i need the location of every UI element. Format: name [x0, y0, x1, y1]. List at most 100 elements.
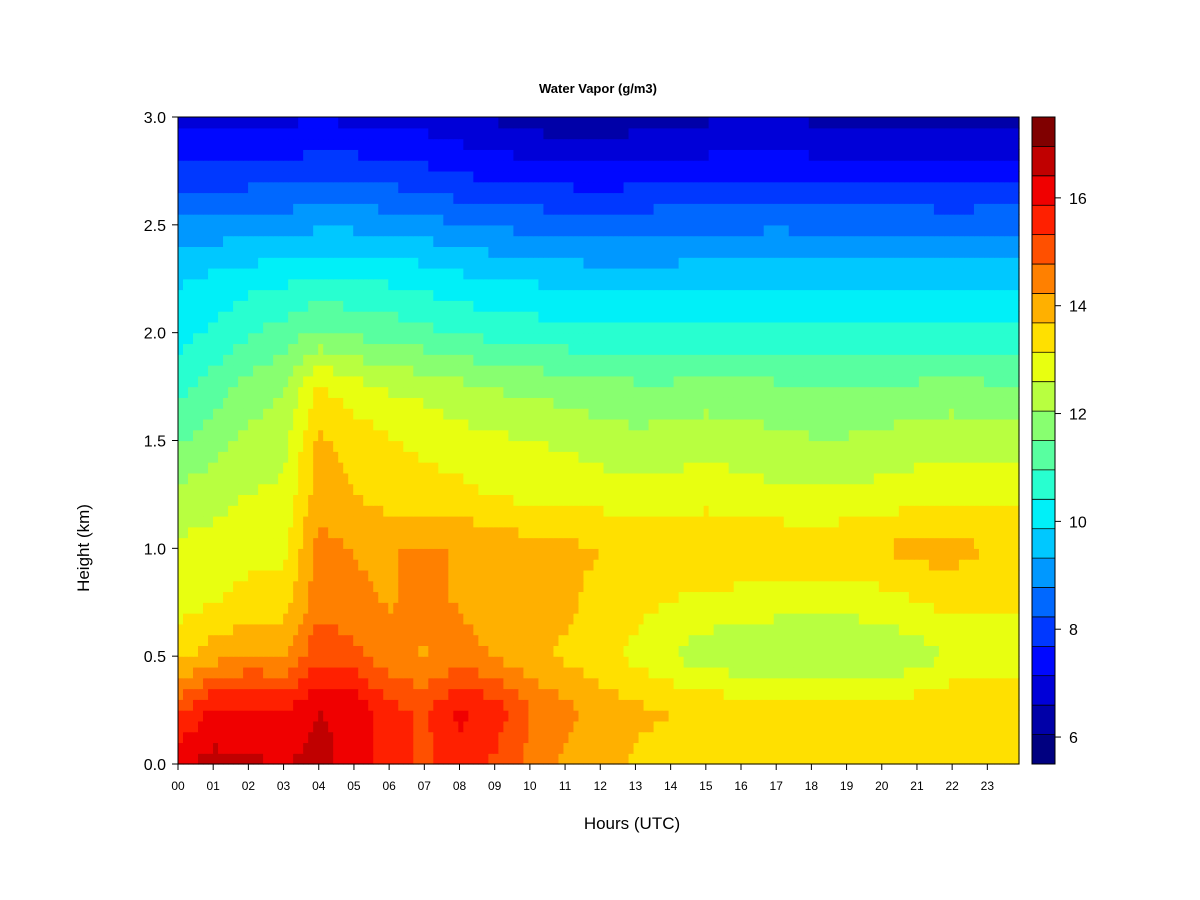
- heatmap-cell: [843, 656, 850, 668]
- heatmap-cell: [743, 591, 750, 603]
- heatmap-cell: [858, 710, 865, 722]
- heatmap-cell: [993, 505, 1000, 517]
- heatmap-cell: [968, 699, 975, 711]
- heatmap-cell: [233, 602, 239, 614]
- heatmap-cell: [303, 602, 309, 614]
- heatmap-cell: [233, 472, 239, 485]
- heatmap-cell: [523, 537, 530, 549]
- heatmap-cell: [238, 569, 244, 582]
- heatmap-cell: [853, 710, 860, 722]
- heatmap-cell: [343, 688, 349, 700]
- heatmap-cell: [1013, 634, 1020, 646]
- heatmap-cell: [373, 731, 379, 744]
- heatmap-cell: [578, 742, 585, 754]
- heatmap-cell: [218, 602, 224, 614]
- heatmap-cell: [618, 753, 625, 765]
- heatmap-cell: [423, 720, 429, 733]
- heatmap-cell: [278, 677, 284, 690]
- heatmap-cell: [363, 451, 369, 463]
- heatmap-cell: [608, 634, 615, 646]
- heatmap-cell: [748, 645, 755, 657]
- heatmap-cell: [233, 451, 239, 463]
- heatmap-cell: [648, 602, 655, 614]
- heatmap-cell: [843, 451, 850, 463]
- heatmap-cell: [978, 580, 985, 593]
- heatmap-cell: [663, 559, 670, 571]
- heatmap-cell: [558, 483, 565, 496]
- heatmap-cell: [828, 688, 835, 700]
- heatmap-cell: [903, 634, 910, 646]
- heatmap-cell: [278, 580, 284, 593]
- heatmap-cell: [933, 742, 940, 754]
- heatmap-cell: [668, 451, 675, 463]
- heatmap-cell: [383, 526, 389, 539]
- heatmap-cell: [403, 677, 409, 690]
- heatmap-cell: [423, 526, 429, 539]
- heatmap-cell: [593, 569, 600, 582]
- heatmap-cell: [668, 613, 675, 625]
- heatmap-cell: [843, 483, 850, 496]
- heatmap-cell: [473, 472, 479, 485]
- heatmap-cell: [438, 472, 444, 485]
- heatmap-cell: [498, 440, 504, 452]
- heatmap-cell: [993, 666, 1000, 679]
- heatmap-cell: [488, 634, 494, 646]
- heatmap-cell: [313, 451, 319, 463]
- heatmap-cell: [943, 634, 950, 646]
- heatmap-cell: [748, 656, 755, 668]
- heatmap-cell: [653, 634, 660, 646]
- heatmap-cell: [593, 526, 600, 539]
- heatmap-cell: [553, 602, 560, 614]
- heatmap-cell: [893, 645, 900, 657]
- heatmap-cell: [438, 645, 444, 657]
- heatmap-cell: [183, 462, 189, 474]
- heatmap-cell: [803, 451, 810, 463]
- heatmap-cell: [258, 580, 264, 593]
- heatmap-cell: [483, 483, 489, 496]
- heatmap-cell: [978, 569, 985, 582]
- heatmap-cell: [358, 623, 364, 636]
- heatmap-cell: [293, 472, 299, 485]
- heatmap-cell: [668, 591, 675, 603]
- heatmap-cell: [848, 462, 855, 474]
- heatmap-cell: [203, 548, 209, 560]
- heatmap-cell: [888, 666, 895, 679]
- heatmap-cell: [308, 537, 314, 549]
- heatmap-cell: [538, 656, 545, 668]
- heatmap-cell: [998, 494, 1005, 506]
- heatmap-cell: [618, 634, 625, 646]
- heatmap-cell: [623, 666, 630, 679]
- heatmap-cell: [918, 666, 925, 679]
- heatmap-cell: [723, 623, 730, 636]
- heatmap-cell: [478, 569, 484, 582]
- heatmap-cell: [743, 710, 750, 722]
- heatmap-cell: [788, 710, 795, 722]
- heatmap-cell: [963, 537, 970, 549]
- heatmap-cell: [498, 451, 504, 463]
- heatmap-cell: [513, 688, 520, 700]
- heatmap-cell: [743, 688, 750, 700]
- heatmap-cell: [868, 645, 875, 657]
- heatmap-cell: [198, 720, 204, 733]
- heatmap-cell: [428, 634, 434, 646]
- heatmap-cell: [453, 537, 459, 549]
- heatmap-cell: [183, 677, 189, 690]
- heatmap-cell: [508, 569, 514, 582]
- heatmap-cell: [978, 483, 985, 496]
- heatmap-cell: [288, 462, 294, 474]
- heatmap-cell: [658, 645, 665, 657]
- heatmap-cell: [263, 634, 269, 646]
- heatmap-cell: [448, 451, 454, 463]
- heatmap-cell: [683, 656, 690, 668]
- heatmap-cell: [808, 483, 815, 496]
- heatmap-cell: [918, 548, 925, 560]
- heatmap-cell: [268, 569, 274, 582]
- heatmap-cell: [238, 666, 244, 679]
- heatmap-cell: [668, 731, 675, 744]
- heatmap-cell: [763, 666, 770, 679]
- heatmap-cell: [843, 666, 850, 679]
- heatmap-cell: [428, 688, 434, 700]
- heatmap-cell: [763, 483, 770, 496]
- heatmap-cell: [888, 537, 895, 549]
- heatmap-cell: [848, 580, 855, 593]
